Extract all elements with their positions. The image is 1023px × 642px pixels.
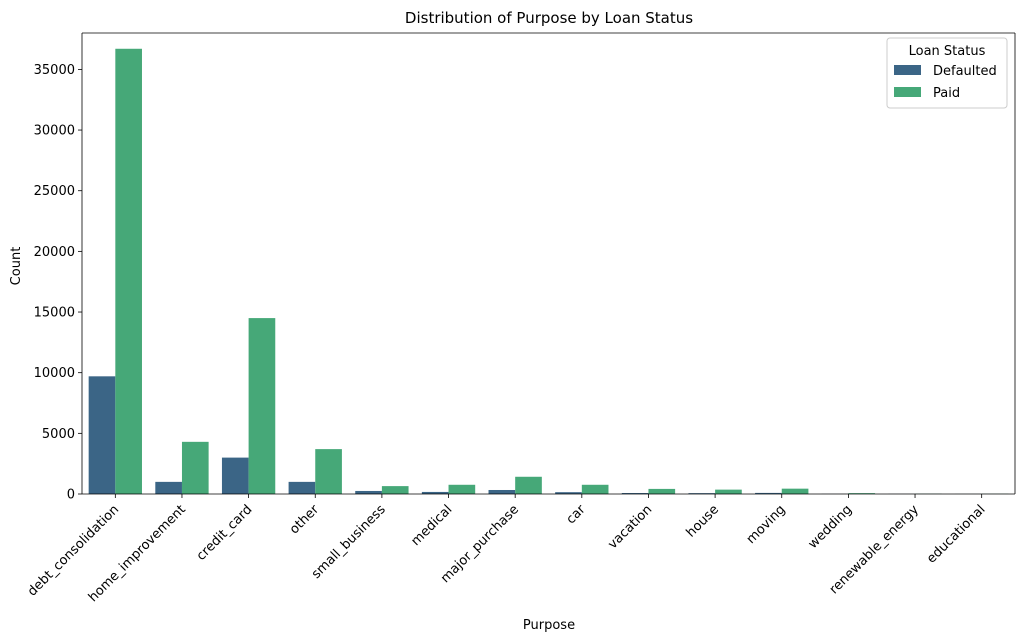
y-tick-label-20000: 20000	[34, 245, 75, 260]
y-tick-label-5000: 5000	[42, 427, 75, 442]
bar-defaulted-credit-card	[221, 457, 249, 494]
y-tick-label-35000: 35000	[34, 63, 75, 78]
bar-defaulted-debt-consolidation	[88, 376, 116, 494]
bar-defaulted-moving	[755, 492, 782, 494]
bar-paid-major-purchase	[515, 476, 542, 494]
bar-defaulted-vacation	[621, 493, 649, 494]
bar-defaulted-home-improvement	[155, 481, 182, 494]
x-tick-label-car: car	[564, 502, 590, 528]
bar-defaulted-house	[688, 493, 716, 494]
x-tick-label-vacation: vacation	[605, 502, 655, 552]
plot-area: 05000100001500020000250003000035000debt_…	[25, 32, 1016, 605]
bar-paid-other	[315, 449, 342, 494]
y-tick-label-0: 0	[67, 488, 75, 503]
bar-defaulted-major-purchase	[488, 489, 516, 494]
y-tick-label-25000: 25000	[34, 184, 75, 199]
bar-paid-home-improvement	[181, 441, 209, 494]
x-tick-label-educational: educational	[924, 502, 988, 566]
legend-title: Loan Status	[909, 44, 986, 59]
bar-paid-car	[581, 484, 609, 494]
x-axis-title: Purpose	[523, 618, 575, 633]
bar-paid-medical	[448, 484, 476, 494]
x-tick-label-other: other	[287, 502, 323, 538]
bar-paid-vacation	[648, 488, 676, 494]
legend-swatch-paid	[894, 87, 921, 97]
bar-defaulted-small-business	[355, 490, 382, 494]
bar-paid-debt-consolidation	[115, 48, 142, 494]
y-tick-label-30000: 30000	[34, 124, 75, 139]
x-tick-label-medical: medical	[409, 502, 456, 549]
x-tick-label-moving: moving	[744, 502, 789, 547]
legend-label-paid: Paid	[933, 86, 960, 101]
y-tick-label-15000: 15000	[34, 306, 75, 321]
x-tick-label-credit-card: credit_card	[194, 502, 256, 564]
bar-paid-small-business	[381, 486, 409, 494]
y-tick-label-10000: 10000	[34, 366, 75, 381]
bar-defaulted-medical	[421, 491, 449, 494]
chart-title: Distribution of Purpose by Loan Status	[405, 9, 693, 27]
bar-defaulted-other	[288, 481, 316, 494]
bar-paid-credit-card	[248, 318, 276, 494]
legend-swatch-defaulted	[894, 65, 921, 75]
bar-paid-house	[715, 489, 742, 494]
bar-paid-moving	[781, 488, 809, 494]
y-axis-title: Count	[9, 247, 24, 286]
legend: Loan Status Defaulted Paid	[886, 37, 1008, 109]
legend-label-defaulted: Defaulted	[933, 64, 997, 79]
x-tick-label-small-business: small_business	[309, 502, 389, 582]
bar-defaulted-car	[555, 492, 582, 494]
x-tick-label-wedding: wedding	[806, 502, 856, 552]
x-tick-label-house: house	[684, 502, 722, 540]
bar-paid-wedding	[848, 493, 876, 494]
